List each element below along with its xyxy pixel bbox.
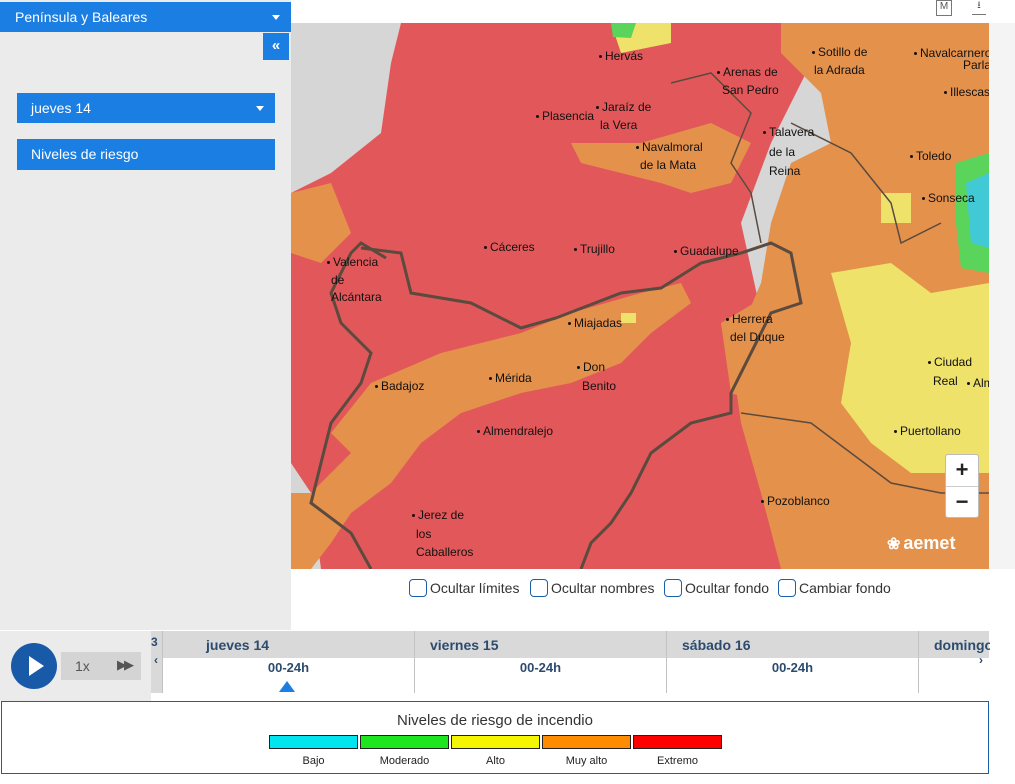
timeline-prev-arrow[interactable]: ‹ xyxy=(154,653,158,667)
timeline-day[interactable]: sábado 16 00-24h xyxy=(666,631,918,693)
city-label: los xyxy=(416,527,432,541)
city-label: Reina xyxy=(769,164,801,178)
legend-swatch xyxy=(269,735,358,749)
city-label: la Vera xyxy=(600,118,638,132)
hide-background-option[interactable]: Ocultar fondo xyxy=(664,579,769,597)
day-select-label: jueves 14 xyxy=(31,100,91,116)
city-label: de la Mata xyxy=(640,158,697,172)
city-label: Guadalupe xyxy=(674,244,739,258)
city-label: Navalmoral xyxy=(636,140,703,154)
city-label: Almendralejo xyxy=(477,424,553,438)
timeline-prev-day-fragment: 3 xyxy=(151,635,158,649)
timeline-hour[interactable]: 00-24h xyxy=(415,658,666,693)
city-label: Sotillo de xyxy=(812,45,867,59)
city-label: Puertollano xyxy=(894,424,961,438)
city-label: Herrera xyxy=(726,312,773,326)
timeline-hour[interactable]: 00-24h xyxy=(667,658,918,693)
fast-forward-icon[interactable]: ▶▶ xyxy=(117,657,134,672)
region-select-label: Península y Baleares xyxy=(15,9,148,25)
checkbox[interactable] xyxy=(409,579,427,597)
timeline-day[interactable]: viernes 15 00-24h xyxy=(414,631,666,693)
city-label: Navalcarnero xyxy=(914,46,989,60)
city-label: Ciudad xyxy=(928,355,972,369)
timeline-current-marker xyxy=(279,681,295,692)
city-label: Alcántara xyxy=(331,290,382,304)
hide-limits-option[interactable]: Ocultar límites xyxy=(409,579,519,597)
city-label: Mérida xyxy=(489,371,532,385)
day-select[interactable]: jueves 14 xyxy=(17,93,275,123)
city-label: Hervás xyxy=(599,49,643,63)
city-label: Don xyxy=(577,360,605,374)
legend-swatch xyxy=(542,735,631,749)
city-label: Valencia xyxy=(327,255,378,269)
city-label: Parla xyxy=(963,58,989,72)
checkbox[interactable] xyxy=(664,579,682,597)
legend-swatch xyxy=(451,735,540,749)
risk-map[interactable]: Hervás Arenas de San Pedro Sotillo de la… xyxy=(291,23,989,569)
speed-control[interactable]: 1x ▶▶ xyxy=(61,652,141,680)
timeline-next-arrow[interactable]: › xyxy=(979,653,983,667)
city-label: Plasencia xyxy=(536,109,594,123)
zoom-control: + − xyxy=(945,454,979,518)
legend-item: Extremo xyxy=(633,735,722,767)
speed-label: 1x xyxy=(75,658,90,674)
city-label: Sonseca xyxy=(922,191,975,205)
city-label: Alm xyxy=(967,376,989,390)
city-label: San Pedro xyxy=(722,83,779,97)
timeline-day[interactable]: domingo xyxy=(918,631,990,693)
region-select[interactable]: Península y Baleares xyxy=(0,2,291,32)
city-label: Talavera xyxy=(763,125,814,139)
timeline: 3 ‹ jueves 14 00-24h viernes 15 00-24h s… xyxy=(151,631,990,693)
risk-legend: Niveles de riesgo de incendio Bajo Moder… xyxy=(1,701,989,774)
right-edge-strip xyxy=(989,23,1015,569)
legend-item: Moderado xyxy=(360,735,449,767)
download-icon[interactable]: ⭳ xyxy=(972,0,986,15)
city-label: la Adrada xyxy=(814,63,865,77)
city-label: Arenas de xyxy=(717,65,778,79)
animation-player: 1x ▶▶ xyxy=(0,631,151,701)
chevron-down-icon xyxy=(272,15,280,20)
city-label: Toledo xyxy=(910,149,951,163)
city-label: Caballeros xyxy=(416,545,474,559)
map-type-icon[interactable]: M xyxy=(936,0,952,16)
city-label: Trujillo xyxy=(574,242,615,256)
zoom-out-button[interactable]: − xyxy=(955,489,969,514)
aemet-logo-icon: ❀ xyxy=(887,536,901,553)
city-label: Badajoz xyxy=(375,379,424,393)
risk-map-canvas xyxy=(291,23,989,569)
city-label: Jaraíz de xyxy=(596,100,651,114)
aemet-logo: ❀ aemet xyxy=(887,533,956,553)
collapse-sidebar-button[interactable]: « xyxy=(263,33,289,60)
city-label: de la xyxy=(769,145,796,159)
legend-title: Niveles de riesgo de incendio xyxy=(397,712,593,729)
timeline-day[interactable]: jueves 14 00-24h xyxy=(162,631,414,693)
change-background-option[interactable]: Cambiar fondo xyxy=(778,579,891,597)
city-label: Jerez de xyxy=(412,508,464,522)
risk-levels-button[interactable]: Niveles de riesgo xyxy=(17,139,275,170)
legend-swatch xyxy=(633,735,722,749)
legend-item: Alto xyxy=(451,735,540,767)
legend-item: Bajo xyxy=(269,735,358,767)
zoom-in-button[interactable]: + xyxy=(946,455,978,487)
city-label: Benito xyxy=(582,379,617,393)
city-label: Pozoblanco xyxy=(761,494,830,508)
city-label: Illescas xyxy=(944,85,989,99)
checkbox[interactable] xyxy=(778,579,796,597)
legend-item: Muy alto xyxy=(542,735,631,767)
legend-swatch xyxy=(360,735,449,749)
chevron-down-icon xyxy=(256,106,264,111)
play-button[interactable] xyxy=(11,643,57,689)
city-label: Miajadas xyxy=(568,316,622,330)
city-label: de xyxy=(331,273,345,287)
city-label: Real xyxy=(933,374,958,388)
city-label: del Duque xyxy=(730,330,785,344)
timeline-hour[interactable] xyxy=(919,658,990,693)
checkbox[interactable] xyxy=(530,579,548,597)
hide-names-option[interactable]: Ocultar nombres xyxy=(530,579,654,597)
city-label: Cáceres xyxy=(484,240,535,254)
